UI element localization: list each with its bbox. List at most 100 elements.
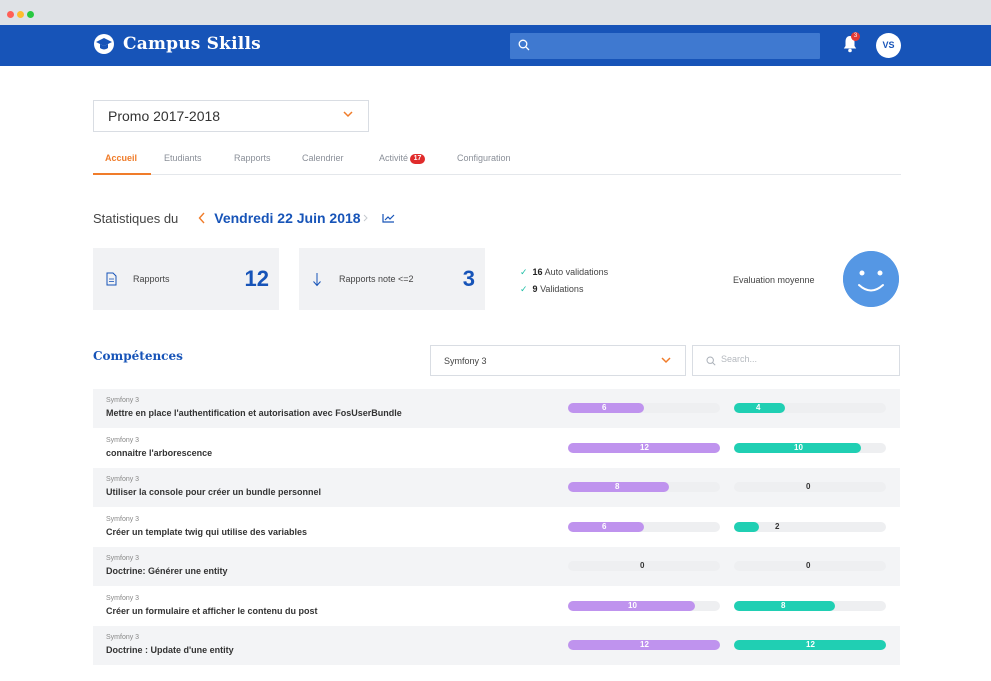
competence-row[interactable]: Symfony 3 Créer un template twig qui util… (93, 508, 900, 547)
self-evaluation-bar: 12 (568, 640, 720, 650)
trend-chart-icon[interactable] (381, 213, 395, 223)
tab-etudiants[interactable]: Etudiants (164, 153, 202, 163)
search-icon (518, 39, 530, 51)
competence-category: Symfony 3 (106, 594, 140, 602)
evaluation-label: Evaluation moyenne (733, 275, 815, 285)
global-search-input[interactable] (510, 33, 820, 59)
stats-date: Vendredi 22 Juin 2018 (214, 210, 361, 226)
tab-accueil[interactable]: Accueil (105, 153, 138, 163)
competence-name: connaitre l'arborescence (106, 447, 213, 458)
activity-count-badge: 17 (410, 153, 426, 164)
graduation-cap-icon (94, 34, 114, 54)
competence-row[interactable]: Symfony 3 connaitre l'arborescence 12 10 (93, 429, 900, 468)
self-evaluation-bar: 12 (568, 442, 720, 453)
minimize-window-button[interactable] (17, 11, 24, 18)
notification-count-badge: 3 (851, 32, 860, 41)
app-logo[interactable]: Campus Skills (93, 33, 261, 55)
bar-fill (734, 442, 861, 453)
validation-bar: 2 (734, 521, 886, 532)
bar-fill (734, 600, 835, 611)
bar-fill (568, 640, 720, 650)
low-reports-card: Rapports note <=2 3 (299, 248, 485, 310)
competence-category: Symfony 3 (106, 515, 140, 523)
chevron-down-icon (343, 111, 353, 118)
competence-row[interactable]: Symfony 3 Doctrine : Update d'une entity 1… (93, 626, 900, 665)
bar-fill (734, 403, 785, 413)
bar-value: 8 (615, 482, 620, 491)
validations-line: ✓ 9 Validations (520, 284, 584, 294)
stats-header: Statistiques du Vendredi 22 Juin 2018 (93, 210, 395, 226)
competence-row[interactable]: Symfony 3 Mettre en place l'authentificat… (93, 389, 900, 428)
competence-name: Doctrine : Update d'une entity (106, 645, 234, 655)
search-icon (706, 356, 716, 366)
auto-validations-line: ✓ 16 Auto validations (520, 267, 609, 277)
reports-label: Rapports (133, 274, 170, 284)
validation-bar: 0 (734, 482, 886, 492)
smiley-face-icon (843, 251, 899, 307)
chevron-down-icon (661, 357, 671, 364)
competence-search-input[interactable] (721, 354, 891, 364)
promo-select-value: Promo 2017-2018 (108, 108, 221, 124)
competence-name: Créer un template twig qui utilise des v… (106, 526, 308, 537)
tab-calendrier[interactable]: Calendrier (302, 153, 344, 163)
competence-search-field[interactable] (692, 345, 900, 376)
competence-name: Utiliser la console pour créer un bundle… (106, 487, 322, 497)
bar-value: 6 (602, 521, 607, 531)
competence-category: Symfony 3 (106, 476, 140, 483)
competence-row[interactable]: Symfony 3 Doctrine: Générer une entity 0 0 (93, 547, 900, 586)
validation-bar: 10 (734, 442, 886, 453)
low-reports-count: 3 (462, 266, 475, 291)
bar-fill (734, 640, 886, 650)
competence-category: Symfony 3 (106, 555, 140, 562)
bar-value: 0 (806, 482, 811, 491)
bar-fill (568, 482, 669, 492)
competence-name: Créer un formulaire et afficher le conte… (106, 605, 318, 616)
competences-title: Compétences (93, 349, 183, 363)
bar-value: 2 (775, 521, 780, 531)
low-reports-label: Rapports note <=2 (339, 274, 414, 284)
bar-fill (568, 403, 644, 413)
arrow-down-icon (313, 273, 321, 287)
bar-value: 6 (602, 403, 607, 412)
competence-name: Doctrine: Générer une entity (106, 566, 228, 576)
chevron-right-icon[interactable] (363, 214, 368, 222)
competence-category: Symfony 3 (106, 397, 140, 404)
competence-filter-select[interactable]: Symfony 3 (430, 345, 686, 376)
close-window-button[interactable] (7, 11, 14, 18)
active-tab-indicator (93, 173, 151, 175)
check-icon: ✓ (520, 284, 528, 294)
main-tabs: Accueil Etudiants Rapports Calendrier Ac… (93, 150, 901, 175)
validation-bar: 8 (734, 600, 886, 611)
user-avatar[interactable]: VS (876, 33, 901, 58)
tab-activite[interactable]: Activité 17 (379, 153, 426, 164)
bar-value: 0 (806, 561, 811, 570)
competence-category: Symfony 3 (106, 436, 140, 444)
validation-bar: 0 (734, 561, 886, 571)
bar-fill (568, 521, 644, 532)
bar-fill (734, 521, 759, 532)
bar-value: 12 (640, 442, 649, 452)
bar-value: 4 (756, 403, 761, 412)
maximize-window-button[interactable] (27, 11, 34, 18)
tab-rapports[interactable]: Rapports (234, 153, 271, 163)
reports-card: Rapports 12 (93, 248, 279, 310)
window-chrome (0, 0, 991, 25)
competence-filter-value: Symfony 3 (444, 356, 487, 366)
stats-label: Statistiques du (93, 210, 179, 226)
document-icon (106, 272, 117, 286)
check-icon: ✓ (520, 267, 528, 277)
competence-row[interactable]: Symfony 3 Utiliser la console pour créer … (93, 468, 900, 507)
bar-fill (568, 600, 695, 611)
tab-configuration[interactable]: Configuration (457, 153, 511, 163)
self-evaluation-bar: 8 (568, 482, 720, 492)
bar-value: 10 (794, 442, 803, 452)
chevron-left-icon[interactable] (198, 212, 206, 224)
bar-value: 10 (628, 600, 637, 610)
bar-value: 8 (781, 600, 786, 610)
competence-row[interactable]: Symfony 3 Créer un formulaire et afficher… (93, 587, 900, 626)
app-name: Campus Skills (123, 34, 261, 54)
validation-bar: 4 (734, 403, 886, 413)
self-evaluation-bar: 0 (568, 561, 720, 571)
promo-select[interactable]: Promo 2017-2018 (93, 100, 369, 132)
competence-category: Symfony 3 (106, 634, 140, 641)
